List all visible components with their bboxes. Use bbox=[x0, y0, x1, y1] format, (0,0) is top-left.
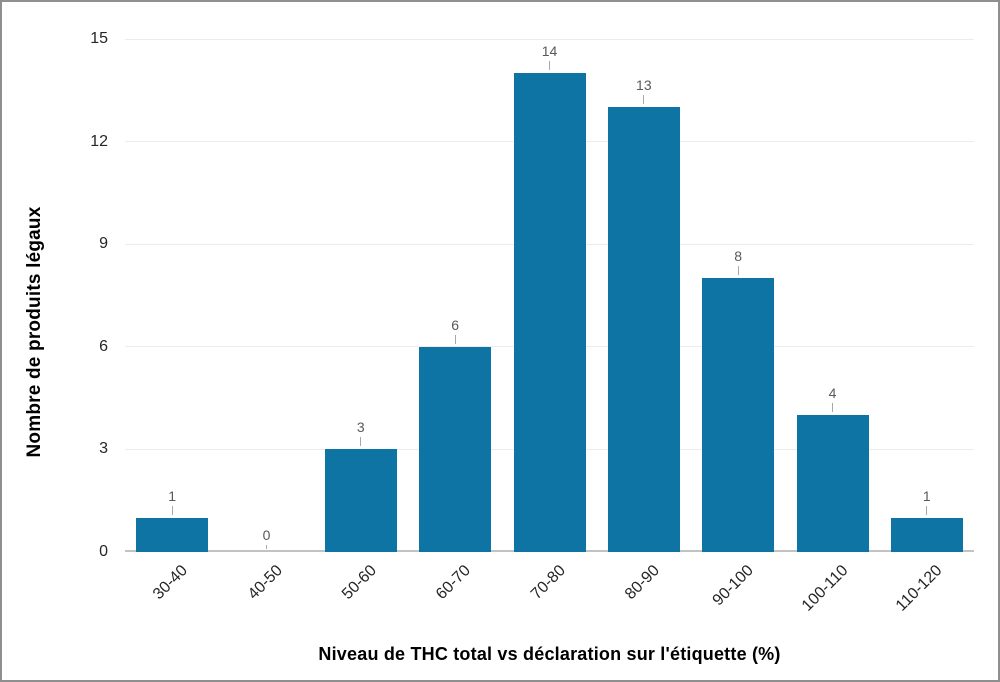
data-label: 0 bbox=[262, 527, 271, 543]
bar-50-60 bbox=[324, 449, 397, 552]
bar-30-40 bbox=[136, 517, 209, 552]
data-label: 4 bbox=[828, 385, 837, 402]
x-tick-label: 30-40 bbox=[150, 562, 192, 603]
data-label: 1 bbox=[168, 487, 177, 504]
y-tick-label: 9 bbox=[99, 235, 108, 253]
data-label-leader bbox=[643, 95, 645, 105]
bar-100-110 bbox=[796, 415, 869, 552]
bar-70-80 bbox=[513, 73, 586, 552]
data-label: 3 bbox=[356, 419, 365, 436]
bar-80-90 bbox=[607, 107, 680, 552]
y-tick-label: 6 bbox=[99, 337, 108, 355]
data-label-leader bbox=[360, 437, 362, 447]
bar-110-120 bbox=[890, 517, 963, 552]
data-label-leader bbox=[549, 61, 550, 71]
data-label-leader bbox=[832, 403, 833, 413]
bar-60-70 bbox=[419, 346, 492, 552]
x-axis-title: Niveau de THC total vs déclaration sur l… bbox=[318, 644, 781, 664]
data-label-leader bbox=[926, 505, 928, 515]
x-tick-label: 60-70 bbox=[433, 562, 475, 603]
data-label-leader bbox=[737, 266, 739, 276]
gridline-15 bbox=[125, 38, 974, 40]
x-tick-label: 40-50 bbox=[244, 562, 286, 603]
y-tick-label: 0 bbox=[99, 543, 108, 560]
data-label: 1 bbox=[922, 487, 931, 504]
x-tick-label: 100-110 bbox=[798, 562, 852, 615]
data-label: 6 bbox=[451, 316, 460, 333]
y-tick-label: 12 bbox=[90, 132, 108, 150]
data-label-leader bbox=[266, 545, 267, 549]
data-label: 14 bbox=[541, 43, 558, 60]
x-tick-label: 70-80 bbox=[527, 562, 569, 603]
bar-90-100 bbox=[702, 278, 775, 552]
data-label: 13 bbox=[636, 77, 652, 94]
x-tick-label: 110-120 bbox=[893, 562, 946, 615]
plot-area: 1 0 3 6 14 13 8 4 1 bbox=[125, 38, 974, 552]
data-label: 8 bbox=[734, 248, 743, 265]
data-label-leader bbox=[171, 505, 173, 515]
data-label-leader bbox=[454, 334, 456, 344]
x-tick-label: 50-60 bbox=[338, 562, 380, 603]
y-tick-label: 15 bbox=[90, 30, 108, 47]
x-tick-label: 80-90 bbox=[621, 562, 663, 603]
y-axis-title: Nombre de produits légaux bbox=[24, 206, 45, 458]
x-tick-label: 90-100 bbox=[709, 562, 758, 610]
y-tick-label: 3 bbox=[99, 440, 108, 458]
